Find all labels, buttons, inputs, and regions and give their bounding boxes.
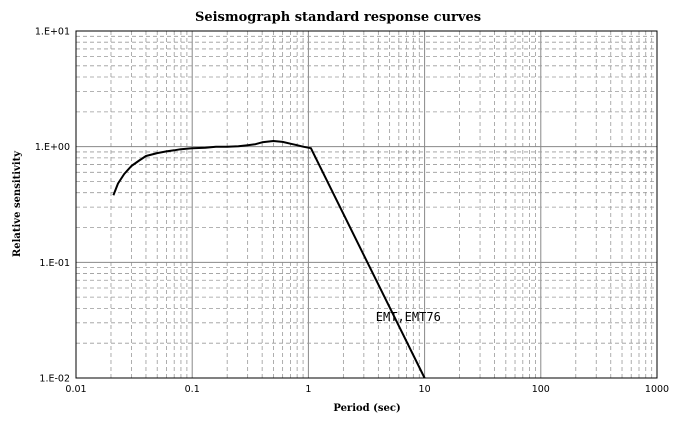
x-axis-title: Period (sec): [333, 403, 400, 414]
x-tick-label: 0.01: [65, 384, 86, 395]
y-tick-label: 1.E-01: [39, 258, 70, 269]
annotations: EMT,EMT76: [376, 310, 441, 324]
y-tick-label: 1.E+01: [35, 27, 70, 38]
y-tick-label: 1.E-02: [39, 374, 70, 385]
x-axis-ticks: 0.01 0.1 1 10 100 1000: [65, 384, 669, 395]
x-tick-label: 100: [532, 384, 550, 395]
series-line-emt: [112, 140, 426, 379]
y-axis-title: Relative sensitivity: [12, 150, 23, 257]
series-annotation: EMT,EMT76: [376, 310, 441, 324]
x-tick-label: 10: [419, 384, 431, 395]
series-layer: [112, 140, 426, 379]
x-tick-label: 0.1: [185, 384, 200, 395]
x-tick-label: 1: [305, 384, 311, 395]
plot-frame: [75, 30, 658, 379]
y-axis-ticks: 1.E+01 1.E+00 1.E-01 1.E-02: [35, 27, 70, 385]
chart-title: Seismograph standard response curves: [195, 10, 481, 25]
grid: [76, 31, 657, 378]
x-tick-label: 1000: [645, 384, 669, 395]
y-tick-label: 1.E+00: [35, 142, 70, 153]
